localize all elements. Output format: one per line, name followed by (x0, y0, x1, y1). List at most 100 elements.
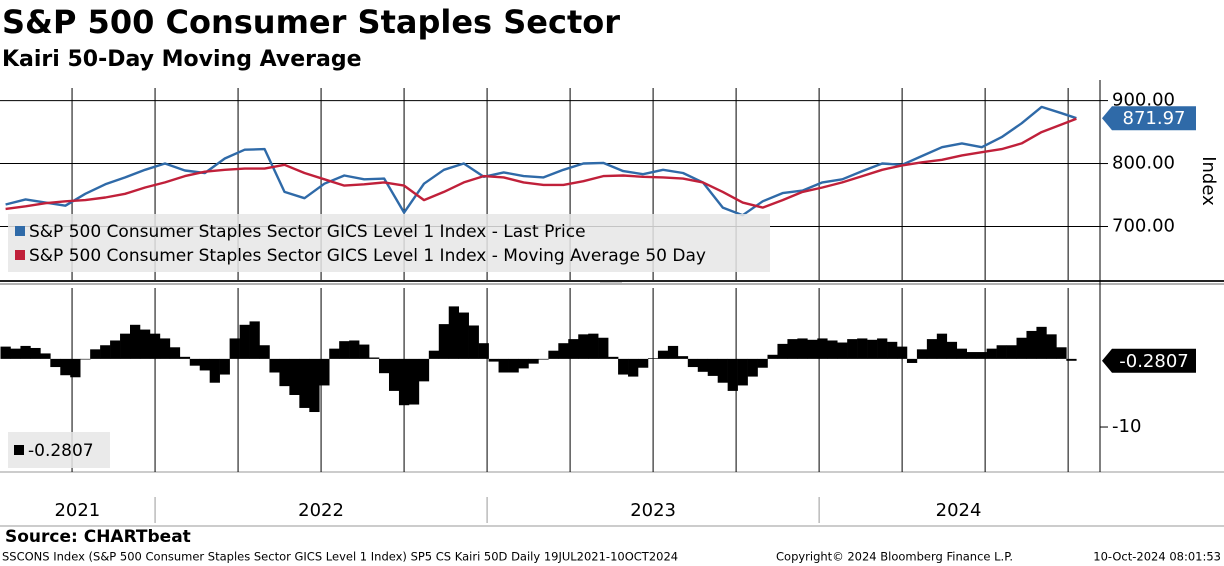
histogram-bar (219, 358, 230, 375)
histogram-bar (887, 341, 898, 359)
histogram-bar (787, 339, 798, 359)
histogram-bar (120, 333, 131, 359)
x-tick-label: 2021 (54, 500, 100, 521)
legend-label: S&P 500 Consumer Staples Sector GICS Lev… (29, 246, 706, 266)
histogram-bar (209, 358, 220, 383)
last-value-label: 871.97 (1123, 108, 1186, 129)
histogram-bar (518, 358, 529, 369)
histogram-bar (398, 358, 410, 406)
legend-box (8, 214, 770, 272)
histogram-bar (239, 324, 250, 359)
histogram-bar (249, 321, 260, 359)
histogram-bar (269, 358, 280, 373)
series-line (5, 105, 1077, 217)
histogram-bar (169, 347, 181, 359)
histogram-bar (329, 348, 340, 359)
legend-box (8, 432, 110, 468)
histogram-bar (428, 350, 440, 359)
histogram-bar (139, 329, 151, 359)
y-axis-title: Index (1198, 156, 1219, 206)
histogram-bar (60, 358, 71, 376)
histogram-bar (10, 348, 21, 359)
histogram-bar (100, 345, 111, 359)
histogram-bar (379, 358, 390, 374)
histogram-bar (408, 358, 420, 405)
histogram-bar (667, 345, 679, 359)
histogram-bar (707, 358, 718, 376)
histogram-bar (0, 346, 11, 359)
histogram-bar (70, 358, 81, 378)
histogram-bar (956, 348, 968, 359)
histogram-bar (608, 356, 619, 359)
histogram-bar (986, 348, 997, 359)
histogram-bar (369, 357, 380, 359)
description: SSCONS Index (S&P 500 Consumer Staples S… (2, 550, 678, 564)
histogram-bar (946, 341, 958, 359)
histogram-bar (618, 358, 629, 375)
histogram-bar (478, 343, 489, 359)
histogram-bar (877, 338, 888, 359)
legend-label: S&P 500 Consumer Staples Sector GICS Lev… (29, 222, 586, 242)
histogram-bar (1036, 326, 1047, 359)
histogram-bar (189, 358, 201, 366)
histogram-bar (1006, 345, 1017, 359)
histogram-bar (90, 349, 101, 359)
histogram-bar (40, 353, 51, 359)
histogram-bar (538, 358, 549, 360)
y-tick-label: 700.00 (1112, 215, 1175, 236)
histogram-bar (797, 338, 808, 359)
histogram-bar (996, 345, 1007, 359)
histogram-bar (817, 338, 828, 359)
legend-label: -0.2807 (28, 441, 94, 461)
histogram-bar (837, 342, 848, 359)
histogram-bar (827, 340, 838, 359)
histogram-bar (319, 358, 330, 386)
histogram-bar (936, 333, 948, 359)
histogram-bar (697, 358, 709, 372)
histogram-bar (229, 338, 240, 359)
timestamp: 10-Oct-2024 08:01:53 (1093, 550, 1221, 564)
histogram-bar (966, 352, 977, 359)
histogram-bar (558, 343, 569, 359)
histogram-bar (807, 339, 818, 359)
histogram-bar (578, 334, 589, 359)
histogram-bar (757, 358, 768, 368)
x-tick-label: 2023 (630, 500, 676, 521)
histogram-bar (847, 339, 858, 359)
histogram-bar (628, 358, 639, 377)
histogram-bar (110, 340, 121, 359)
y-tick-label: 800.00 (1112, 153, 1175, 174)
histogram-bar (418, 358, 430, 382)
histogram-bar (388, 358, 400, 391)
histogram-bar (299, 358, 310, 408)
histogram-bar (687, 358, 699, 368)
histogram-bar (867, 339, 878, 359)
histogram-bar (488, 358, 499, 362)
histogram-bar (896, 346, 908, 359)
histogram-bar (149, 333, 161, 359)
histogram-bar (857, 338, 868, 359)
last-value-flag (1102, 348, 1196, 373)
source: Source: CHARTbeat (5, 527, 191, 547)
histogram-bar (309, 358, 320, 413)
histogram-bar (279, 358, 290, 387)
histogram-bar (677, 356, 689, 359)
series-line (5, 117, 1077, 211)
histogram-bar (179, 356, 191, 359)
histogram-bar (498, 358, 509, 373)
legend-swatch (14, 445, 24, 455)
histogram-bar (80, 358, 91, 360)
histogram-bar (508, 358, 519, 373)
histogram-bar (30, 347, 41, 359)
histogram-bar (657, 350, 669, 359)
chart-subtitle: Kairi 50-Day Moving Average (2, 47, 362, 72)
legend-swatch (15, 226, 25, 236)
histogram-bar (528, 358, 539, 364)
histogram-bar (638, 358, 649, 368)
copyright: Copyright© 2024 Bloomberg Finance L.P. (776, 550, 1013, 564)
histogram-bar (1046, 334, 1057, 359)
x-tick-label: 2022 (298, 500, 344, 521)
histogram-bar (359, 344, 370, 359)
histogram-bar (458, 312, 469, 359)
